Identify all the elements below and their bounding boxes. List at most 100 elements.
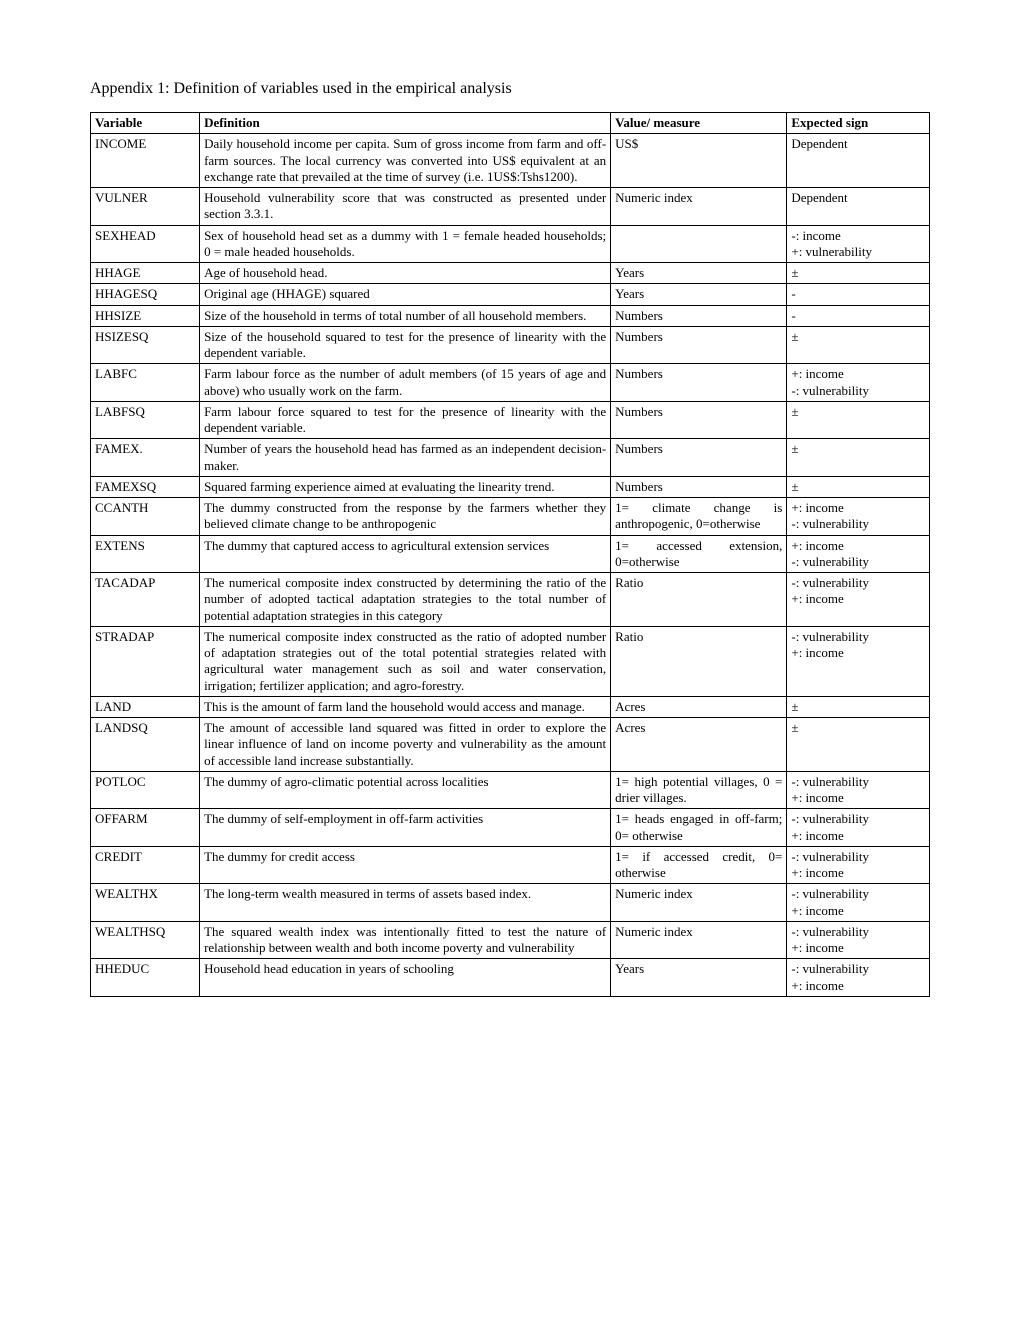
table-row: CREDITThe dummy for credit access1= if a… bbox=[91, 846, 930, 884]
cell-definition: The amount of accessible land squared wa… bbox=[200, 718, 611, 772]
cell-variable: LANDSQ bbox=[91, 718, 200, 772]
table-row: POTLOCThe dummy of agro-climatic potenti… bbox=[91, 771, 930, 809]
cell-value: Years bbox=[611, 284, 787, 305]
cell-definition: The dummy of agro-climatic potential acr… bbox=[200, 771, 611, 809]
cell-definition: Size of the household in terms of total … bbox=[200, 305, 611, 326]
cell-variable: HHAGESQ bbox=[91, 284, 200, 305]
cell-variable: POTLOC bbox=[91, 771, 200, 809]
cell-expected: -: vulnerability +: income bbox=[787, 921, 930, 959]
cell-definition: The squared wealth index was intentional… bbox=[200, 921, 611, 959]
cell-value: 1= if accessed credit, 0= otherwise bbox=[611, 846, 787, 884]
cell-value: Numbers bbox=[611, 305, 787, 326]
cell-variable: INCOME bbox=[91, 134, 200, 188]
cell-expected: ± bbox=[787, 696, 930, 717]
cell-variable: LABFC bbox=[91, 364, 200, 402]
table-row: HHSIZESize of the household in terms of … bbox=[91, 305, 930, 326]
cell-expected: ± bbox=[787, 263, 930, 284]
table-row: LANDThis is the amount of farm land the … bbox=[91, 696, 930, 717]
cell-variable: HHAGE bbox=[91, 263, 200, 284]
table-row: CCANTHThe dummy constructed from the res… bbox=[91, 498, 930, 536]
table-row: VULNERHousehold vulnerability score that… bbox=[91, 188, 930, 226]
cell-variable: HSIZESQ bbox=[91, 326, 200, 364]
cell-definition: The dummy for credit access bbox=[200, 846, 611, 884]
cell-variable: HHEDUC bbox=[91, 959, 200, 997]
cell-variable: VULNER bbox=[91, 188, 200, 226]
cell-value: 1= accessed extension, 0=otherwise bbox=[611, 535, 787, 573]
table-row: HSIZESQSize of the household squared to … bbox=[91, 326, 930, 364]
table-row: LANDSQThe amount of accessible land squa… bbox=[91, 718, 930, 772]
cell-expected: Dependent bbox=[787, 188, 930, 226]
cell-value: Numeric index bbox=[611, 921, 787, 959]
header-definition: Definition bbox=[200, 113, 611, 134]
cell-definition: Household vulnerability score that was c… bbox=[200, 188, 611, 226]
cell-value: 1= climate change is anthropogenic, 0=ot… bbox=[611, 498, 787, 536]
header-value: Value/ measure bbox=[611, 113, 787, 134]
cell-value: US$ bbox=[611, 134, 787, 188]
cell-expected: -: vulnerability +: income bbox=[787, 809, 930, 847]
cell-definition: Sex of household head set as a dummy wit… bbox=[200, 225, 611, 263]
cell-expected: +: income -: vulnerability bbox=[787, 498, 930, 536]
cell-expected: -: income +: vulnerability bbox=[787, 225, 930, 263]
cell-definition: The dummy that captured access to agricu… bbox=[200, 535, 611, 573]
cell-value: 1= high potential villages, 0 = drier vi… bbox=[611, 771, 787, 809]
cell-variable: EXTENS bbox=[91, 535, 200, 573]
cell-variable: HHSIZE bbox=[91, 305, 200, 326]
cell-definition: The long-term wealth measured in terms o… bbox=[200, 884, 611, 922]
cell-definition: The numerical composite index constructe… bbox=[200, 573, 611, 627]
cell-expected: -: vulnerability +: income bbox=[787, 771, 930, 809]
table-row: STRADAPThe numerical composite index con… bbox=[91, 626, 930, 696]
table-row: INCOMEDaily household income per capita.… bbox=[91, 134, 930, 188]
table-row: EXTENSThe dummy that captured access to … bbox=[91, 535, 930, 573]
cell-definition: Daily household income per capita. Sum o… bbox=[200, 134, 611, 188]
cell-value: Ratio bbox=[611, 626, 787, 696]
cell-definition: The dummy of self-employment in off-farm… bbox=[200, 809, 611, 847]
cell-definition: Household head education in years of sch… bbox=[200, 959, 611, 997]
cell-expected: ± bbox=[787, 439, 930, 477]
cell-expected: -: vulnerability +: income bbox=[787, 846, 930, 884]
header-expected: Expected sign bbox=[787, 113, 930, 134]
cell-variable: WEALTHX bbox=[91, 884, 200, 922]
cell-expected: +: income -: vulnerability bbox=[787, 364, 930, 402]
cell-variable: CREDIT bbox=[91, 846, 200, 884]
table-header-row: Variable Definition Value/ measure Expec… bbox=[91, 113, 930, 134]
cell-value: Numbers bbox=[611, 364, 787, 402]
cell-variable: OFFARM bbox=[91, 809, 200, 847]
cell-value: Numeric index bbox=[611, 188, 787, 226]
table-row: WEALTHSQThe squared wealth index was int… bbox=[91, 921, 930, 959]
table-row: HHEDUCHousehold head education in years … bbox=[91, 959, 930, 997]
cell-definition: Age of household head. bbox=[200, 263, 611, 284]
table-row: LABFSQFarm labour force squared to test … bbox=[91, 401, 930, 439]
cell-value: Numbers bbox=[611, 439, 787, 477]
cell-value: Numbers bbox=[611, 326, 787, 364]
table-row: HHAGESQOriginal age (HHAGE) squaredYears… bbox=[91, 284, 930, 305]
variables-table: Variable Definition Value/ measure Expec… bbox=[90, 112, 930, 997]
cell-value: Numbers bbox=[611, 401, 787, 439]
cell-expected: - bbox=[787, 284, 930, 305]
cell-definition: Farm labour force as the number of adult… bbox=[200, 364, 611, 402]
cell-variable: FAMEX. bbox=[91, 439, 200, 477]
cell-definition: Number of years the household head has f… bbox=[200, 439, 611, 477]
cell-expected: ± bbox=[787, 401, 930, 439]
cell-expected: ± bbox=[787, 326, 930, 364]
cell-expected: ± bbox=[787, 476, 930, 497]
cell-value: Numbers bbox=[611, 476, 787, 497]
table-row: HHAGEAge of household head.Years± bbox=[91, 263, 930, 284]
cell-value: Years bbox=[611, 959, 787, 997]
cell-definition: Farm labour force squared to test for th… bbox=[200, 401, 611, 439]
cell-definition: The dummy constructed from the response … bbox=[200, 498, 611, 536]
cell-variable: SEXHEAD bbox=[91, 225, 200, 263]
cell-value: Years bbox=[611, 263, 787, 284]
table-row: OFFARMThe dummy of self-employment in of… bbox=[91, 809, 930, 847]
cell-definition: Squared farming experience aimed at eval… bbox=[200, 476, 611, 497]
cell-variable: TACADAP bbox=[91, 573, 200, 627]
cell-variable: WEALTHSQ bbox=[91, 921, 200, 959]
cell-variable: CCANTH bbox=[91, 498, 200, 536]
cell-value: 1= heads engaged in off-farm; 0= otherwi… bbox=[611, 809, 787, 847]
table-row: FAMEXSQSquared farming experience aimed … bbox=[91, 476, 930, 497]
cell-value: Acres bbox=[611, 718, 787, 772]
cell-definition: Original age (HHAGE) squared bbox=[200, 284, 611, 305]
cell-expected: -: vulnerability +: income bbox=[787, 884, 930, 922]
table-row: TACADAPThe numerical composite index con… bbox=[91, 573, 930, 627]
header-variable: Variable bbox=[91, 113, 200, 134]
table-row: LABFCFarm labour force as the number of … bbox=[91, 364, 930, 402]
